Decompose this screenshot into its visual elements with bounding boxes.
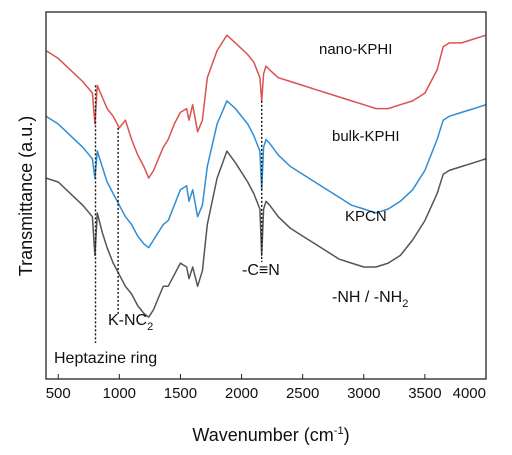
annotation-cn: -C≡N — [242, 262, 280, 279]
x-tick-label-2500: 2500 — [286, 385, 319, 402]
annotation-heptazine-ring: Heptazine ring — [54, 350, 157, 367]
series-label-nano-kphi: nano-KPHI — [319, 41, 392, 58]
guide-lines-group — [94, 85, 263, 343]
x-tick-label-3000: 3000 — [347, 385, 380, 402]
x-tick-label-4000: 4000 — [453, 385, 486, 402]
y-axis-title: Transmittance (a.u.) — [16, 116, 36, 276]
series-line-nano-kphi — [45, 34, 487, 179]
plot-frame — [45, 11, 487, 380]
x-tick-label-3500: 3500 — [408, 385, 441, 402]
x-tick-label-2000: 2000 — [225, 385, 258, 402]
curves-group — [45, 34, 487, 318]
x-tick-label-1000: 1000 — [103, 385, 136, 402]
x-axis-title: Wavenumber (cm-1) — [192, 425, 349, 445]
series-label-bulk-kphi: bulk-KPHI — [332, 128, 400, 145]
annotation-nh: -NH / -NH2 — [332, 289, 408, 310]
series-label-kpcn: KPCN — [345, 208, 387, 225]
series-line-kpcn — [45, 150, 487, 318]
x-tick-label-500: 500 — [46, 385, 71, 402]
x-tick-label-1500: 1500 — [164, 385, 197, 402]
x-ticks-group: 500 1000 1500 2000 2500 3000 3500 4000 — [46, 374, 487, 402]
annotation-knc2: K-NC2 — [108, 312, 153, 333]
series-line-bulk-kphi — [45, 100, 487, 249]
